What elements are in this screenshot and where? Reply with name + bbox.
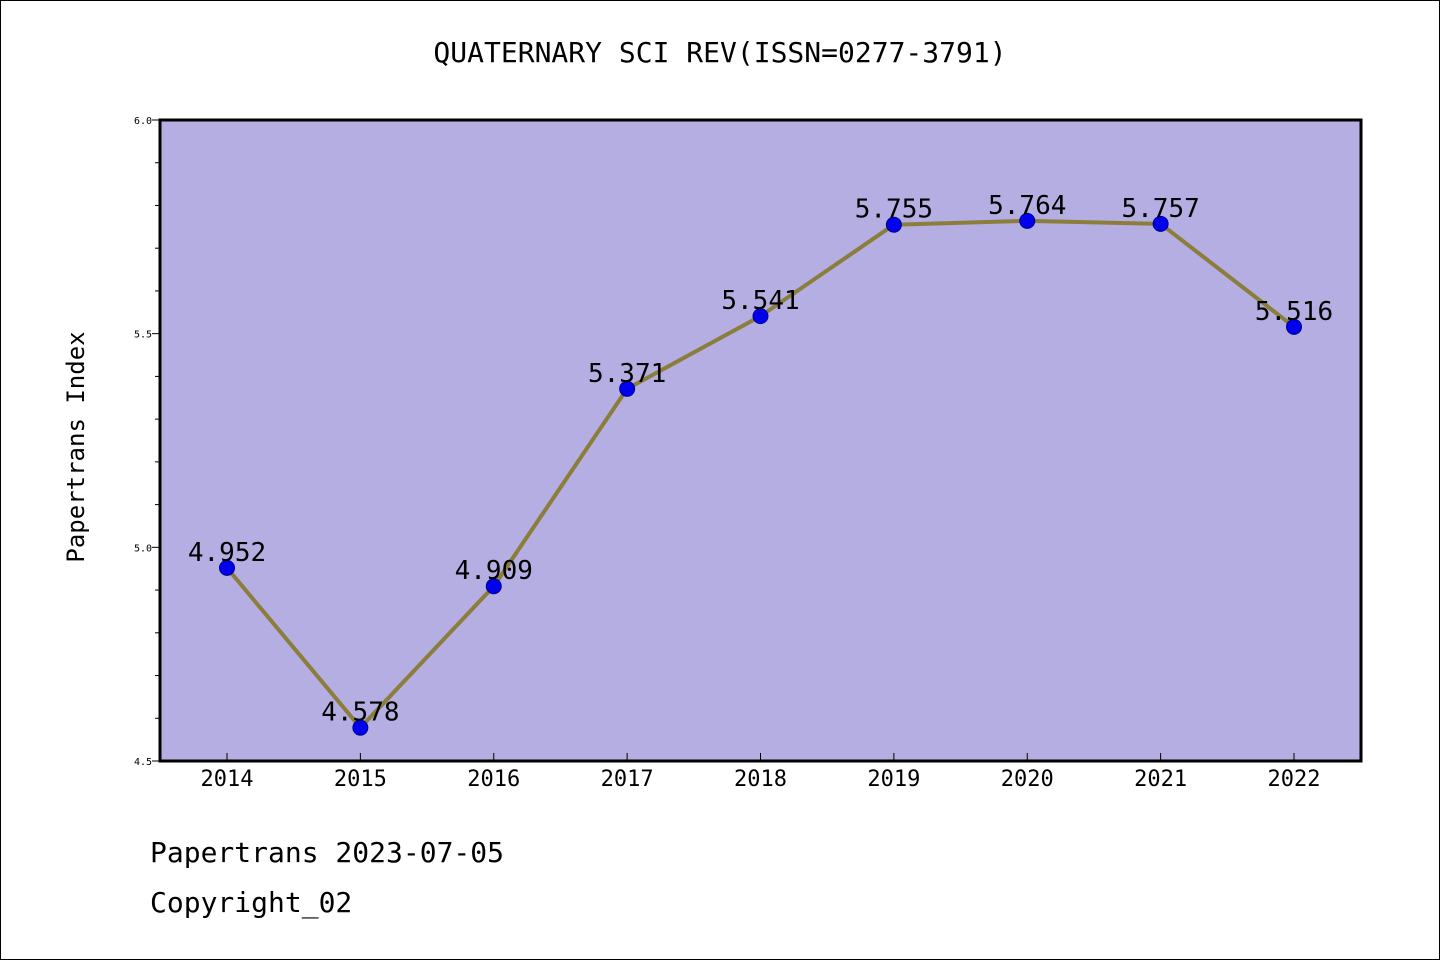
x-tick-label: 2017 bbox=[601, 767, 654, 792]
x-tick-label: 2021 bbox=[1134, 767, 1187, 792]
data-point bbox=[752, 308, 769, 325]
data-label: 4.952 bbox=[188, 538, 266, 568]
data-label: 5.541 bbox=[721, 286, 799, 316]
x-tick-label: 2015 bbox=[334, 767, 387, 792]
y-tick-label: 5.5 bbox=[134, 330, 152, 341]
chart-title: QUATERNARY SCI REV(ISSN=0277-3791) bbox=[433, 36, 1007, 69]
footer-date: Papertrans 2023-07-05 bbox=[150, 836, 505, 869]
data-points bbox=[219, 212, 1302, 736]
y-axis-label: Papertrans Index bbox=[62, 331, 90, 562]
data-label: 5.516 bbox=[1255, 297, 1333, 327]
data-label: 5.755 bbox=[855, 195, 933, 225]
x-tick-label: 2019 bbox=[867, 767, 920, 792]
data-point bbox=[1152, 215, 1169, 232]
data-label: 5.757 bbox=[1121, 194, 1199, 224]
data-point bbox=[485, 578, 502, 595]
data-point bbox=[352, 719, 369, 736]
x-tick-label: 2016 bbox=[467, 767, 520, 792]
data-labels: 4.952 4.578 4.909 5.371 5.541 5.755 5.764 5.757… bbox=[188, 191, 1333, 728]
y-axis: 4.5 5.0 5.5 6.0 bbox=[134, 116, 160, 768]
x-tick-label: 2018 bbox=[734, 767, 787, 792]
data-label: 4.909 bbox=[455, 556, 533, 586]
y-tick-label: 6.0 bbox=[134, 116, 152, 127]
data-label: 5.371 bbox=[588, 359, 666, 389]
data-point bbox=[619, 380, 636, 397]
data-point bbox=[1286, 318, 1302, 335]
x-tick-label: 2022 bbox=[1268, 767, 1321, 792]
data-point bbox=[885, 216, 902, 233]
footer-copyright: Copyright_02 bbox=[150, 886, 353, 919]
y-tick-label: 4.5 bbox=[134, 757, 152, 768]
x-axis: 2014 2015 2016 2017 2018 2019 2020 2021 2022 bbox=[201, 753, 1321, 792]
data-label: 5.764 bbox=[988, 191, 1066, 221]
data-label: 4.578 bbox=[321, 698, 399, 728]
y-tick-label: 5.0 bbox=[134, 543, 152, 554]
data-point bbox=[219, 559, 235, 576]
x-tick-label: 2020 bbox=[1001, 767, 1054, 792]
data-point bbox=[1019, 212, 1036, 229]
x-tick-label: 2014 bbox=[201, 767, 254, 792]
